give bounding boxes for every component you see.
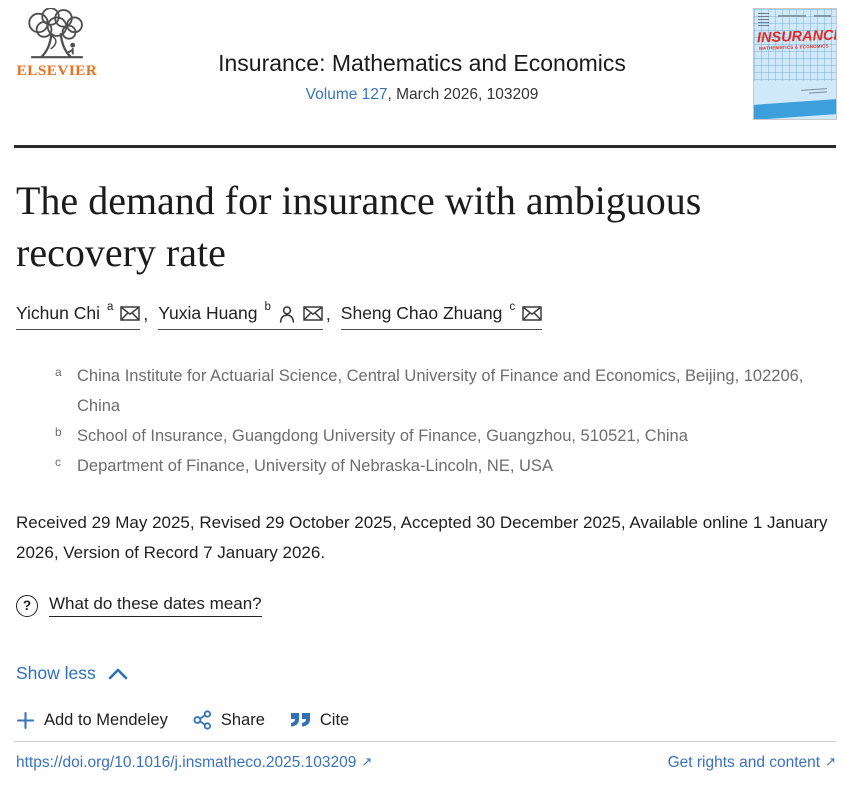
share-icon <box>193 710 211 730</box>
affiliation-item: c Department of Finance, University of N… <box>55 451 828 481</box>
affiliation-sup: a <box>55 365 62 379</box>
elsevier-tree-icon <box>28 8 83 59</box>
share-label: Share <box>220 710 265 729</box>
header-divider <box>14 145 836 148</box>
cite-quote-icon <box>290 713 310 727</box>
cover-signature-scribble <box>800 87 828 94</box>
show-less-button[interactable]: Show less <box>16 663 128 684</box>
corresponding-author-person-icon <box>279 305 295 323</box>
author-name: Yuxia Huang <box>158 303 258 323</box>
affiliation-item: b School of Insurance, Guangdong Univers… <box>55 421 828 451</box>
share-button[interactable]: Share <box>193 710 265 730</box>
dates-help-link[interactable]: ? What do these dates mean? <box>16 594 262 617</box>
cite-label: Cite <box>319 710 350 729</box>
affiliation-sup: b <box>55 425 62 439</box>
issue-info: , March 2026, 103209 <box>387 86 539 103</box>
author-separator: , <box>325 304 331 324</box>
doi-link[interactable]: https://doi.org/10.1016/j.insmatheco.202… <box>16 754 372 772</box>
author-affil-sup: b <box>264 301 271 313</box>
envelope-icon <box>120 306 141 321</box>
journal-banner: ELSEVIER Insurance: Mathematics and Econ… <box>0 0 844 146</box>
footer-links: https://doi.org/10.1016/j.insmatheco.202… <box>16 754 836 772</box>
elsevier-logo[interactable]: ELSEVIER <box>14 8 100 80</box>
affiliation-item: a China Institute for Actuarial Science,… <box>55 361 828 421</box>
cover-issn-line <box>814 15 831 17</box>
author-name: Sheng Chao Zhuang <box>340 303 503 323</box>
cover-top-text-line <box>778 15 806 17</box>
author-link-yuxia-huang[interactable]: Yuxia Huang b <box>158 301 323 330</box>
cover-blue-band <box>754 98 836 119</box>
elsevier-wordmark: ELSEVIER <box>16 63 98 79</box>
author-link-yichun-chi[interactable]: Yichun Chi a <box>16 301 141 330</box>
external-link-icon: ↗ <box>361 754 373 769</box>
cover-stamp <box>758 13 769 27</box>
volume-issue-line: Volume 127, March 2026, 103209 <box>0 86 844 104</box>
journal-cover-thumbnail[interactable]: INSURANCE MATHEMATICS & ECONOMICS <box>753 8 837 120</box>
doi-text: https://doi.org/10.1016/j.insmatheco.202… <box>16 754 357 771</box>
plus-icon <box>16 711 35 729</box>
envelope-icon <box>303 306 323 321</box>
chevron-up-icon <box>108 668 128 680</box>
author-link-sheng-chao-zhuang[interactable]: Sheng Chao Zhuang c <box>340 301 543 330</box>
affiliation-sup: c <box>55 455 61 469</box>
affiliation-text: China Institute for Actuarial Science, C… <box>77 367 804 415</box>
article-dates: Received 29 May 2025, Revised 29 October… <box>16 513 828 562</box>
dates-help-label: What do these dates mean? <box>49 594 262 617</box>
affiliation-text: Department of Finance, University of Neb… <box>77 457 553 475</box>
rights-text: Get rights and content <box>667 754 821 771</box>
author-affil-sup: a <box>106 301 114 313</box>
rights-and-content-link[interactable]: Get rights and content ↗ <box>668 754 836 772</box>
article-title: The demand for insurance with ambiguous … <box>16 178 702 275</box>
author-separator: , <box>143 304 149 324</box>
action-bar: Add to Mendeley Share Cite <box>16 710 828 730</box>
question-circle-icon: ? <box>16 594 38 617</box>
external-link-icon: ↗ <box>825 754 836 769</box>
affiliation-text: School of Insurance, Guangdong Universit… <box>77 427 688 445</box>
author-name: Yichun Chi <box>16 303 100 323</box>
affiliation-list: a China Institute for Actuarial Science,… <box>55 361 828 481</box>
article-header-section: The demand for insurance with ambiguous … <box>0 175 844 730</box>
add-to-mendeley-button[interactable]: Add to Mendeley <box>16 711 168 730</box>
show-less-label: Show less <box>16 663 96 683</box>
content-divider <box>14 741 836 742</box>
author-affil-sup: c <box>509 301 516 313</box>
volume-link[interactable]: Volume 127 <box>305 86 388 103</box>
cite-button[interactable]: Cite <box>290 711 349 730</box>
author-list: Yichun Chi a , Yuxia Huang b , Sheng Chao … <box>16 301 828 330</box>
journal-title-link[interactable]: Insurance: Mathematics and Economics <box>218 50 626 76</box>
add-to-mendeley-label: Add to Mendeley <box>44 710 168 729</box>
envelope-icon <box>522 306 542 321</box>
